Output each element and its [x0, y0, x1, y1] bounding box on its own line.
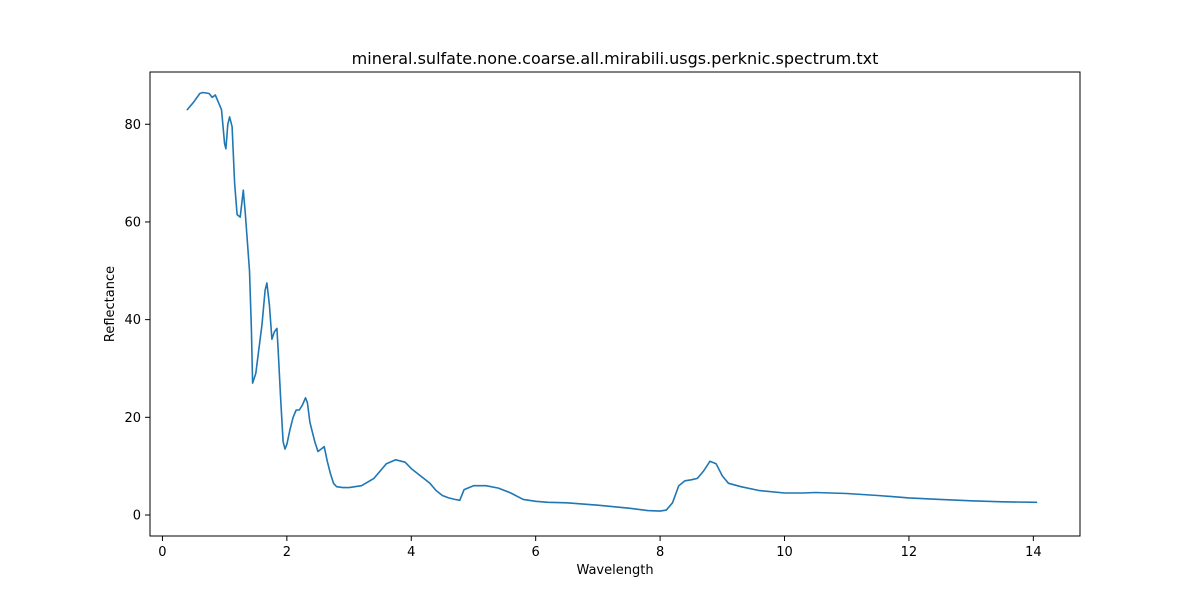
x-axis-label: Wavelength [576, 563, 653, 578]
x-axis-ticks: 0 2 4 6 8 10 12 14 [158, 536, 1042, 560]
x-tick-label: 14 [1025, 545, 1042, 560]
series-line [186, 91, 1038, 512]
x-tick-label: 0 [158, 545, 166, 560]
y-tick-label: 60 [124, 215, 141, 230]
x-tick-label: 10 [776, 545, 793, 560]
x-tick-label: 8 [656, 545, 664, 560]
y-axis-ticks: 0 20 40 60 80 [124, 118, 150, 523]
x-tick-label: 6 [532, 545, 540, 560]
y-tick-label: 20 [124, 411, 141, 426]
y-tick-label: 0 [133, 508, 141, 523]
plot-frame [149, 71, 1081, 537]
chart-title: mineral.sulfate.none.coarse.all.mirabili… [352, 49, 879, 68]
y-axis-label: Reflectance [103, 266, 118, 342]
x-tick-label: 4 [407, 545, 415, 560]
x-tick-label: 12 [901, 545, 918, 560]
y-tick-label: 80 [124, 118, 141, 133]
x-tick-label: 2 [283, 545, 291, 560]
y-tick-label: 40 [124, 313, 141, 328]
